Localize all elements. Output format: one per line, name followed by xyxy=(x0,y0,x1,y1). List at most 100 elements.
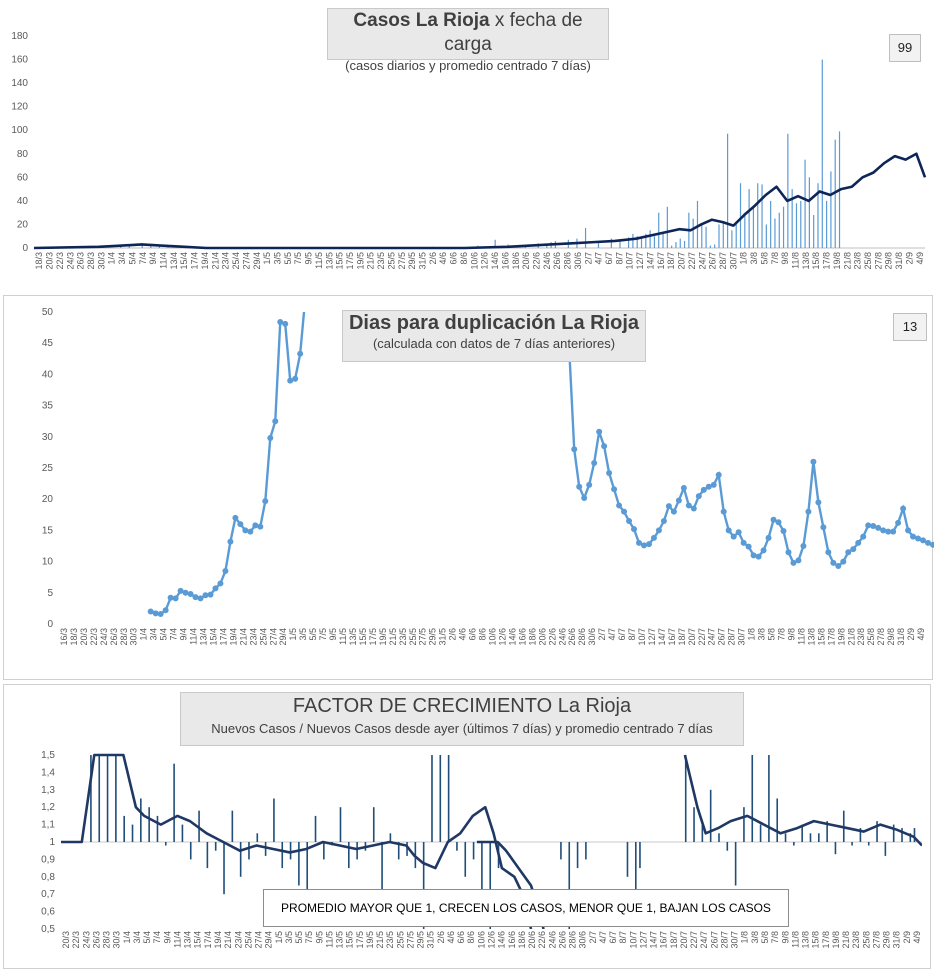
chart-casos-bar xyxy=(718,224,720,248)
chart-casos-x-tick-label: 1/8 xyxy=(739,252,749,265)
chart-duplicacion-x-tick-label: 27/4 xyxy=(268,628,278,646)
chart-duplicacion-point xyxy=(845,549,852,556)
chart-factor-bar xyxy=(123,815,125,842)
chart-casos-x-tick-label: 14/6 xyxy=(490,252,500,270)
chart-factor-bar xyxy=(298,842,300,886)
chart-factor-y-tick-label: 1,3 xyxy=(41,785,55,796)
chart-duplicacion-point xyxy=(252,522,259,529)
chart-casos-x-tick-label: 3/8 xyxy=(749,252,759,265)
chart-casos-x-tick-label: 4/9 xyxy=(915,252,925,265)
chart-duplicacion-point xyxy=(601,443,608,450)
chart-casos-bar xyxy=(774,218,776,248)
chart-duplicacion-x-tick-label: 26/3 xyxy=(109,628,119,646)
chart-factor-x-tick-label: 25/8 xyxy=(861,931,871,949)
chart-duplicacion-x-tick-label: 16/6 xyxy=(517,628,527,646)
chart-duplicacion-point xyxy=(765,534,772,541)
chart-casos-x-tick-label: 17/4 xyxy=(190,252,200,270)
chart-duplicacion-point xyxy=(800,543,807,549)
chart-duplicacion-x-tick-label: 24/3 xyxy=(99,628,109,646)
chart-factor-x-tick-label: 29/8 xyxy=(882,931,892,949)
chart-duplicacion-x-tick-label: 1/8 xyxy=(747,628,757,641)
chart-duplicacion-point xyxy=(287,377,294,384)
chart-duplicacion-x-tick-label: 22/7 xyxy=(697,628,707,646)
chart-casos-y-tick-label: 180 xyxy=(11,31,28,42)
chart-factor-bar xyxy=(576,842,579,869)
chart-factor-x-tick-label: 15/4 xyxy=(193,931,203,949)
chart-casos-x-tick-label: 1/4 xyxy=(107,252,117,265)
chart-casos-bar xyxy=(817,183,819,248)
chart-duplicacion-point xyxy=(655,527,662,534)
chart-factor-x-tick-label: 28/6 xyxy=(568,931,578,949)
chart-casos-x-tick-label: 15/4 xyxy=(179,252,189,270)
chart-casos-bar xyxy=(834,139,836,248)
chart-factor-x-tick-label: 6/6 xyxy=(456,931,466,944)
chart-duplicacion-badge: 13 xyxy=(893,313,927,341)
chart-casos-bar xyxy=(787,133,789,248)
chart-duplicacion-point xyxy=(172,595,179,602)
chart-casos-bar xyxy=(679,238,681,248)
chart-factor-svg: 0,50,60,70,80,911,11,21,31,41,520/3 22/3 2… xyxy=(41,750,924,949)
chart-factor-x-tick-label: 13/4 xyxy=(183,931,193,949)
chart-duplicacion-x-tick-label: 24/6 xyxy=(557,628,567,646)
chart-factor-x-tick-label: 21/4 xyxy=(223,931,233,949)
chart-casos-bar xyxy=(632,233,634,248)
chart-duplicacion-point xyxy=(202,592,209,599)
chart-casos-x-tick-label: 28/3 xyxy=(86,252,96,270)
chart-casos-bar xyxy=(770,200,772,248)
chart-duplicacion-y-tick-label: 0 xyxy=(47,619,53,630)
chart-casos-bar xyxy=(636,236,638,248)
chart-duplicacion-point xyxy=(715,471,722,478)
chart-casos-bar xyxy=(813,215,815,248)
chart-duplicacion-x-tick-label: 16/7 xyxy=(667,628,677,646)
chart-factor-bar xyxy=(456,842,458,851)
chart-casos-x-tick-label: 27/5 xyxy=(397,252,407,270)
chart-factor-bar xyxy=(372,807,375,842)
chart-casos-x-tick-label: 21/4 xyxy=(210,252,220,270)
chart-duplicacion-point xyxy=(675,497,682,504)
chart-factor-bar xyxy=(626,842,629,877)
chart-duplicacion-x-tick-label: 16/3 xyxy=(59,628,69,646)
chart-factor-bar xyxy=(348,842,350,869)
chart-duplicacion-x-tick-label: 18/6 xyxy=(527,628,537,646)
chart-duplicacion-x-tick-label: 30/6 xyxy=(587,628,597,646)
chart-duplicacion-y-tick-label: 25 xyxy=(42,463,54,474)
chart-duplicacion-point xyxy=(745,543,752,550)
chart-duplicacion-y-tick-label: 10 xyxy=(42,557,54,568)
chart-casos-x-tick-label: 7/8 xyxy=(770,252,780,265)
chart-factor-x-tick-label: 4/6 xyxy=(446,931,456,944)
chart-factor-x-tick-label: 4/9 xyxy=(912,931,922,944)
chart-casos-bar xyxy=(597,242,600,248)
chart-factor-x-tick-label: 31/5 xyxy=(426,931,436,949)
chart-factor-bar xyxy=(90,755,92,842)
chart-factor-bar xyxy=(701,824,704,842)
chart-duplicacion-point xyxy=(640,542,647,549)
chart-casos-bar xyxy=(761,184,763,248)
chart-factor-x-tick-label: 31/8 xyxy=(892,931,902,949)
chart-factor-bar xyxy=(248,842,250,860)
chart-factor-bar xyxy=(922,842,924,880)
chart-casos-bar xyxy=(546,244,548,248)
chart-casos-bar xyxy=(692,218,694,248)
chart-factor-x-tick-label: 10/7 xyxy=(628,931,638,949)
chart-factor-x-tick-label: 22/3 xyxy=(71,931,81,949)
chart-duplicacion-point xyxy=(232,514,239,521)
chart-duplicacion-point xyxy=(750,552,757,559)
chart-casos-bar xyxy=(705,226,707,248)
chart-factor-bar xyxy=(909,833,912,842)
chart-duplicacion-x-tick-label: 15/4 xyxy=(208,628,218,646)
chart-casos-x-tick-label: 11/4 xyxy=(159,252,169,269)
chart-duplicacion-x-tick-label: 25/4 xyxy=(258,628,268,646)
chart-factor-y-tick-label: 1,5 xyxy=(41,750,55,761)
chart-casos-bar xyxy=(791,189,793,248)
chart-duplicacion-point xyxy=(865,522,872,529)
chart-factor-bar xyxy=(481,842,483,895)
chart-casos-x-tick-label: 13/8 xyxy=(801,252,811,270)
chart-casos-x-tick-label: 12/7 xyxy=(635,252,645,270)
chart-factor-y-tick-label: 1,2 xyxy=(41,802,55,813)
chart-factor-bar xyxy=(314,815,317,842)
chart-duplicacion-point xyxy=(735,529,742,536)
chart-casos-x-tick-label: 26/6 xyxy=(552,252,562,270)
chart-duplicacion-x-tick-label: 26/6 xyxy=(567,628,577,646)
chart-duplicacion-title: Dias para duplicación La Rioja xyxy=(348,312,640,334)
chart-duplicacion-point xyxy=(820,524,827,531)
